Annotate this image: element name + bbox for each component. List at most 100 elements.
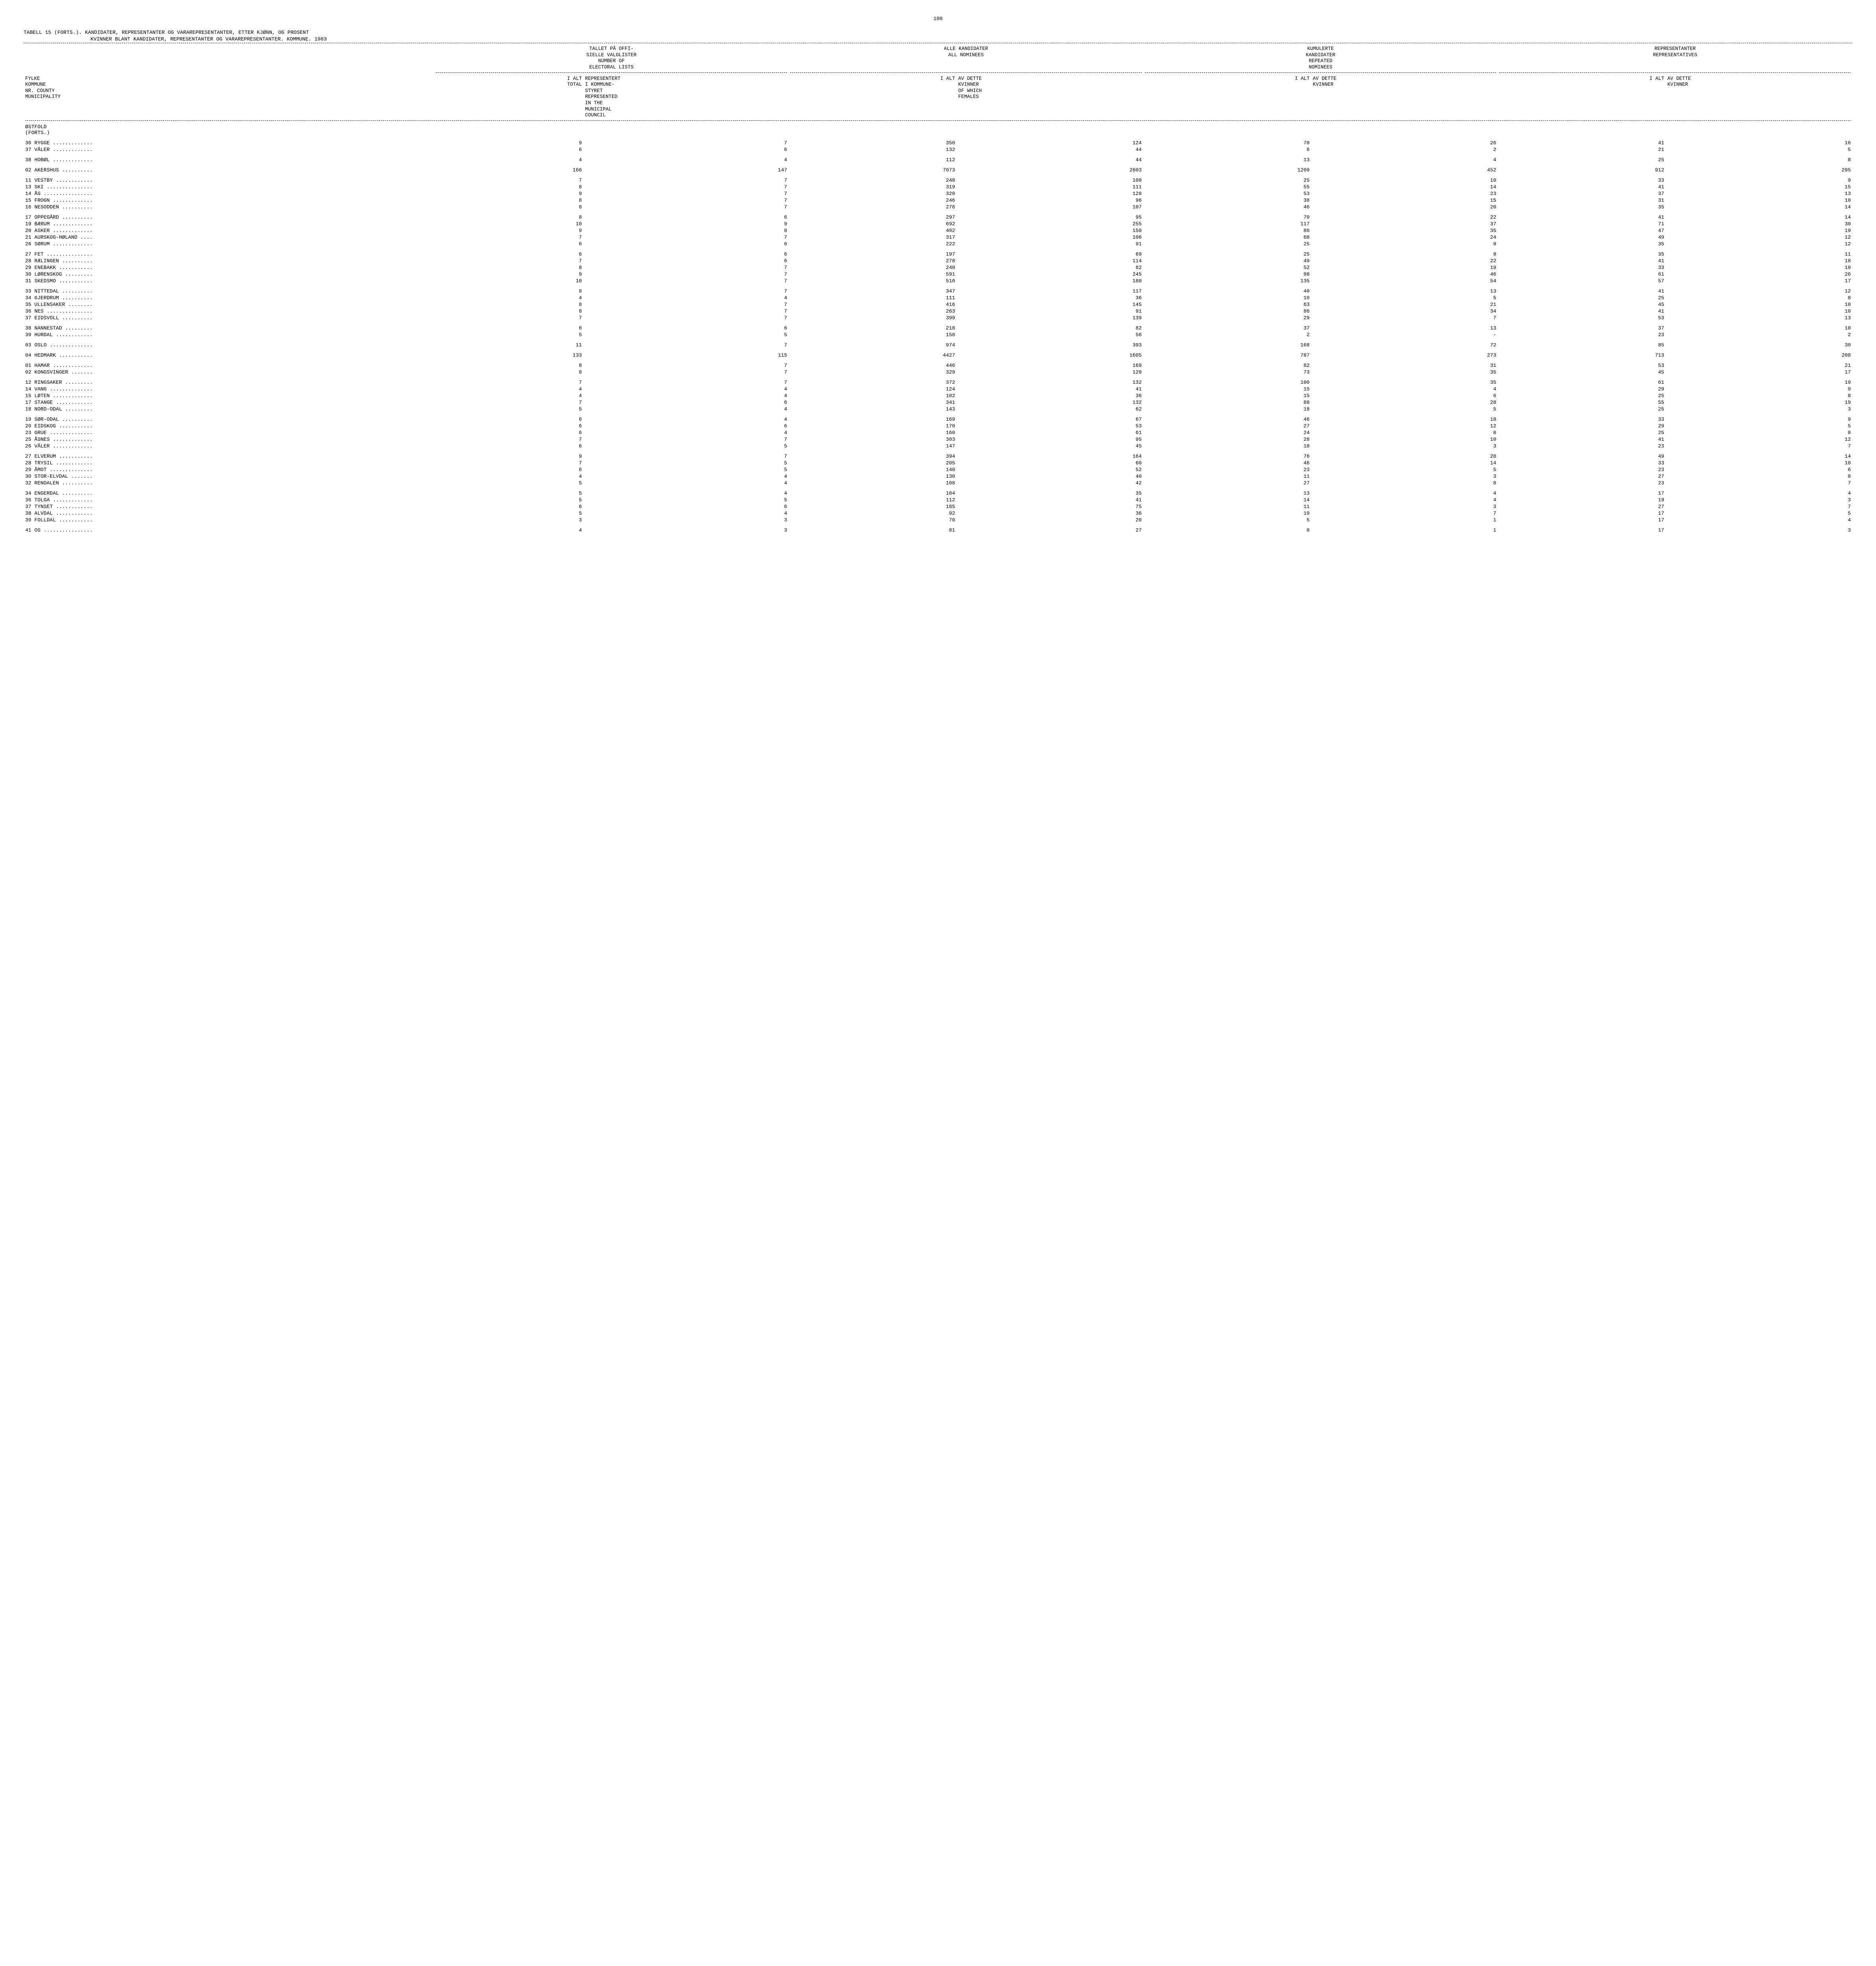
cell: 12 — [1666, 436, 1852, 443]
cell: 3 — [1311, 473, 1498, 480]
cell: 446 — [789, 359, 956, 369]
cell: 13 — [1666, 190, 1852, 197]
cell: 4 — [434, 473, 584, 480]
cell: 100 — [1143, 376, 1311, 386]
cell: 132 — [956, 399, 1143, 406]
cell: 7 — [583, 190, 789, 197]
cell: 4 — [583, 406, 789, 412]
cell: 10 — [1311, 173, 1498, 184]
row-label: 31 SKEDSMO ........... — [24, 278, 434, 284]
cell: 245 — [956, 271, 1143, 278]
table-row: 35 ULLENSAKER ........8741614563214510 — [24, 301, 1852, 308]
cell: 246 — [789, 197, 956, 204]
cell: 5 — [1311, 295, 1498, 301]
cell: 9 — [434, 271, 584, 278]
cell: 7 — [583, 315, 789, 321]
cell: 26 — [1311, 136, 1498, 146]
cell: 8 — [1666, 473, 1852, 480]
table-row: 20 EIDSKOG ...........66170532712295 — [24, 423, 1852, 429]
cell: 23 — [1498, 331, 1666, 338]
cell: 6 — [1666, 466, 1852, 473]
cell: 49 — [1498, 449, 1666, 460]
cell: 46 — [1143, 460, 1311, 466]
cell: 44 — [956, 153, 1143, 163]
cell: 21 — [1666, 359, 1852, 369]
cell: 24 — [1143, 429, 1311, 436]
cell: 117 — [956, 284, 1143, 295]
table-row: 36 NES ...............872639186344110 — [24, 308, 1852, 315]
cell: 56 — [956, 331, 1143, 338]
cell: 6 — [583, 247, 789, 258]
row-label: 15 FROGN ............. — [24, 197, 434, 204]
row-label: 35 ULLENSAKER ........ — [24, 301, 434, 308]
cell: 7 — [583, 369, 789, 376]
cell: 5 — [1666, 423, 1852, 429]
table-row: 01 HAMAR .............8744616982315321 — [24, 359, 1852, 369]
table-row: 37 VÅLER .............661324462215 — [24, 146, 1852, 153]
cell: 341 — [789, 399, 956, 406]
cell: 23 — [1143, 466, 1311, 473]
table-row: 21 AURSKOG-HØLAND ....7731710668244912 — [24, 234, 1852, 241]
table-row: 29 ÅMOT ..............6514052235236 — [24, 466, 1852, 473]
cell: 17 — [1498, 486, 1666, 497]
cell: 53 — [1498, 315, 1666, 321]
cell: 7 — [1666, 443, 1852, 449]
cell: 15 — [1311, 197, 1498, 204]
cell: 2 — [1143, 331, 1311, 338]
cell: 33 — [1498, 264, 1666, 271]
table-row: 15 LØTEN .............4410236156258 — [24, 392, 1852, 399]
cell: 63 — [1143, 301, 1311, 308]
row-label: 38 ALVDAL ............ — [24, 510, 434, 517]
cell: 124 — [956, 136, 1143, 146]
cell: 5 — [434, 510, 584, 517]
cell: 22 — [1311, 210, 1498, 221]
table-row: 39 FOLLDAL ...........33702051174 — [24, 517, 1852, 523]
cell: 41 — [956, 497, 1143, 503]
cell: 140 — [789, 466, 956, 473]
table-row: 19 BÆRUM .............109692255117377130 — [24, 221, 1852, 227]
cell: 8 — [583, 227, 789, 234]
cell: 52 — [956, 466, 1143, 473]
cell: 713 — [1498, 348, 1666, 359]
cell: 96 — [956, 197, 1143, 204]
cell: 27 — [1498, 473, 1666, 480]
cell: 55 — [1498, 399, 1666, 406]
table-row: 36 TOLGA .............5511241144193 — [24, 497, 1852, 503]
cell: 320 — [789, 190, 956, 197]
cell: 11 — [1666, 247, 1852, 258]
cell: 1605 — [956, 348, 1143, 359]
table-row: 27 FET ...............66197692593511 — [24, 247, 1852, 258]
row-label: 33 NITTEDAL .......... — [24, 284, 434, 295]
cell: 5 — [434, 480, 584, 486]
cell: 297 — [789, 210, 956, 221]
cell: 130 — [789, 473, 956, 480]
cell: 41 — [956, 386, 1143, 392]
cell: 7 — [434, 436, 584, 443]
col-3a: I ALT — [1143, 75, 1311, 119]
cell: 14 — [1666, 210, 1852, 221]
cell: 8 — [1143, 523, 1311, 534]
cell: 45 — [1498, 301, 1666, 308]
cell: 185 — [789, 503, 956, 510]
cell: 4 — [583, 510, 789, 517]
row-label: 17 STANGE ............ — [24, 399, 434, 406]
cell: 11 — [1143, 473, 1311, 480]
cell: 4 — [1666, 486, 1852, 497]
row-label: 38 NANNESTAD ......... — [24, 321, 434, 331]
row-label: 20 EIDSKOG ........... — [24, 423, 434, 429]
row-label: 03 OSLO .............. — [24, 338, 434, 348]
cell: 52 — [1143, 264, 1311, 271]
cell: 180 — [956, 278, 1143, 284]
cell: 12 — [1311, 423, 1498, 429]
cell: 61 — [956, 429, 1143, 436]
cell: 45 — [1498, 369, 1666, 376]
cell: 10 — [1666, 460, 1852, 466]
table-row: 16 NESODDEN ..........8727610746203514 — [24, 204, 1852, 210]
cell: 13 — [1311, 284, 1498, 295]
table-body: ØSTFOLD (FORTS.) 36 RYGGE .............9… — [24, 123, 1852, 534]
cell: 46 — [1311, 271, 1498, 278]
cell: 276 — [789, 204, 956, 210]
cell: 8 — [1311, 480, 1498, 486]
cell: 147 — [789, 443, 956, 449]
cell: 21 — [1498, 146, 1666, 153]
